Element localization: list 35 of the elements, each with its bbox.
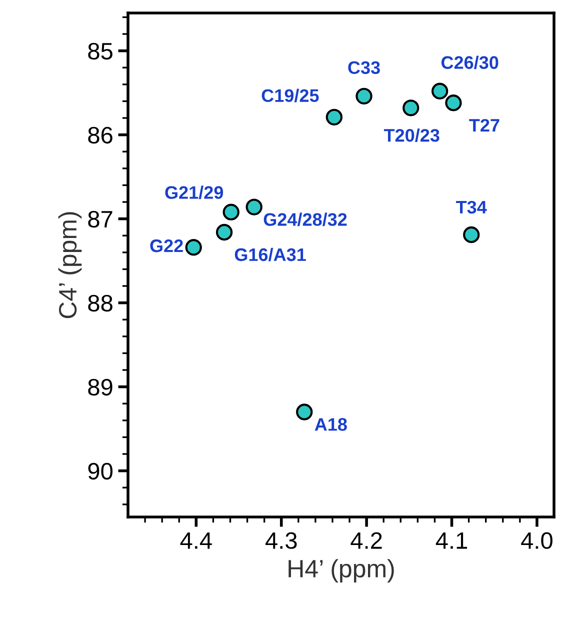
annotation: G22 <box>150 239 183 252</box>
point <box>402 100 420 116</box>
y-tick-label: 85 <box>88 42 112 60</box>
annotation: C33 <box>348 61 380 74</box>
y-tick-label: 87 <box>88 210 112 228</box>
point <box>445 94 462 112</box>
x-tick-label: 4.1 <box>436 532 468 549</box>
annotation: G16/A31 <box>234 248 306 262</box>
x-axis-title: H4’ (ppm) <box>288 559 394 582</box>
annotation: C26/30 <box>441 56 498 70</box>
x-tick-label: 4.3 <box>265 532 297 549</box>
point <box>432 82 448 100</box>
point <box>326 108 343 126</box>
point <box>222 204 240 220</box>
point <box>216 224 233 241</box>
annotation: T20/23 <box>384 128 440 142</box>
x-tick-label: 4.4 <box>180 532 212 549</box>
y-tick-label: 89 <box>88 378 112 396</box>
y-tick-label: 86 <box>88 126 112 144</box>
point <box>463 226 480 244</box>
annotation: T34 <box>456 200 487 214</box>
x-tick-label: 4.2 <box>350 532 382 549</box>
annotation: A18 <box>314 418 347 431</box>
point <box>356 88 372 104</box>
annotation: C19/25 <box>262 88 319 102</box>
annotation: G21/29 <box>165 186 224 200</box>
annotation: G24/28/32 <box>264 212 347 226</box>
point <box>246 198 262 216</box>
y-tick-label: 90 <box>88 462 112 480</box>
point <box>296 404 313 420</box>
x-tick-label: 4.0 <box>521 532 552 549</box>
y-tick-label: 88 <box>88 294 112 312</box>
point <box>185 239 202 256</box>
annotation: T27 <box>469 118 500 132</box>
y-axis-title: C4’ (ppm) <box>58 212 82 318</box>
